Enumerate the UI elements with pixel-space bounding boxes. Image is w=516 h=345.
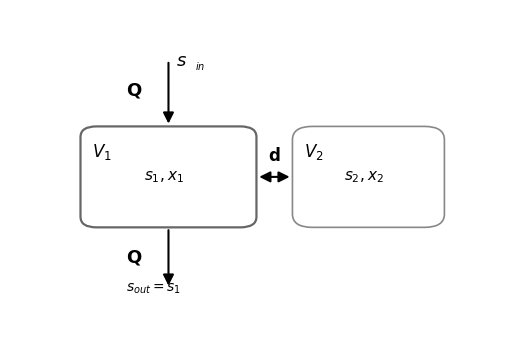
FancyBboxPatch shape [293, 126, 444, 227]
FancyBboxPatch shape [80, 126, 256, 227]
Text: $s$: $s$ [176, 52, 187, 70]
Text: $_{in}$: $_{in}$ [195, 59, 205, 73]
Text: $\mathbf{d}$: $\mathbf{d}$ [268, 147, 281, 165]
Text: $s_1, x_1$: $s_1, x_1$ [144, 169, 184, 185]
Text: $s_{out} = s_1$: $s_{out} = s_1$ [126, 282, 182, 296]
Text: $\mathbf{Q}$: $\mathbf{Q}$ [126, 81, 142, 100]
Text: $V_1$: $V_1$ [92, 142, 112, 162]
Text: $s_2, x_2$: $s_2, x_2$ [345, 169, 384, 185]
Text: $\mathbf{Q}$: $\mathbf{Q}$ [126, 248, 142, 267]
Text: $V_2$: $V_2$ [304, 142, 324, 162]
